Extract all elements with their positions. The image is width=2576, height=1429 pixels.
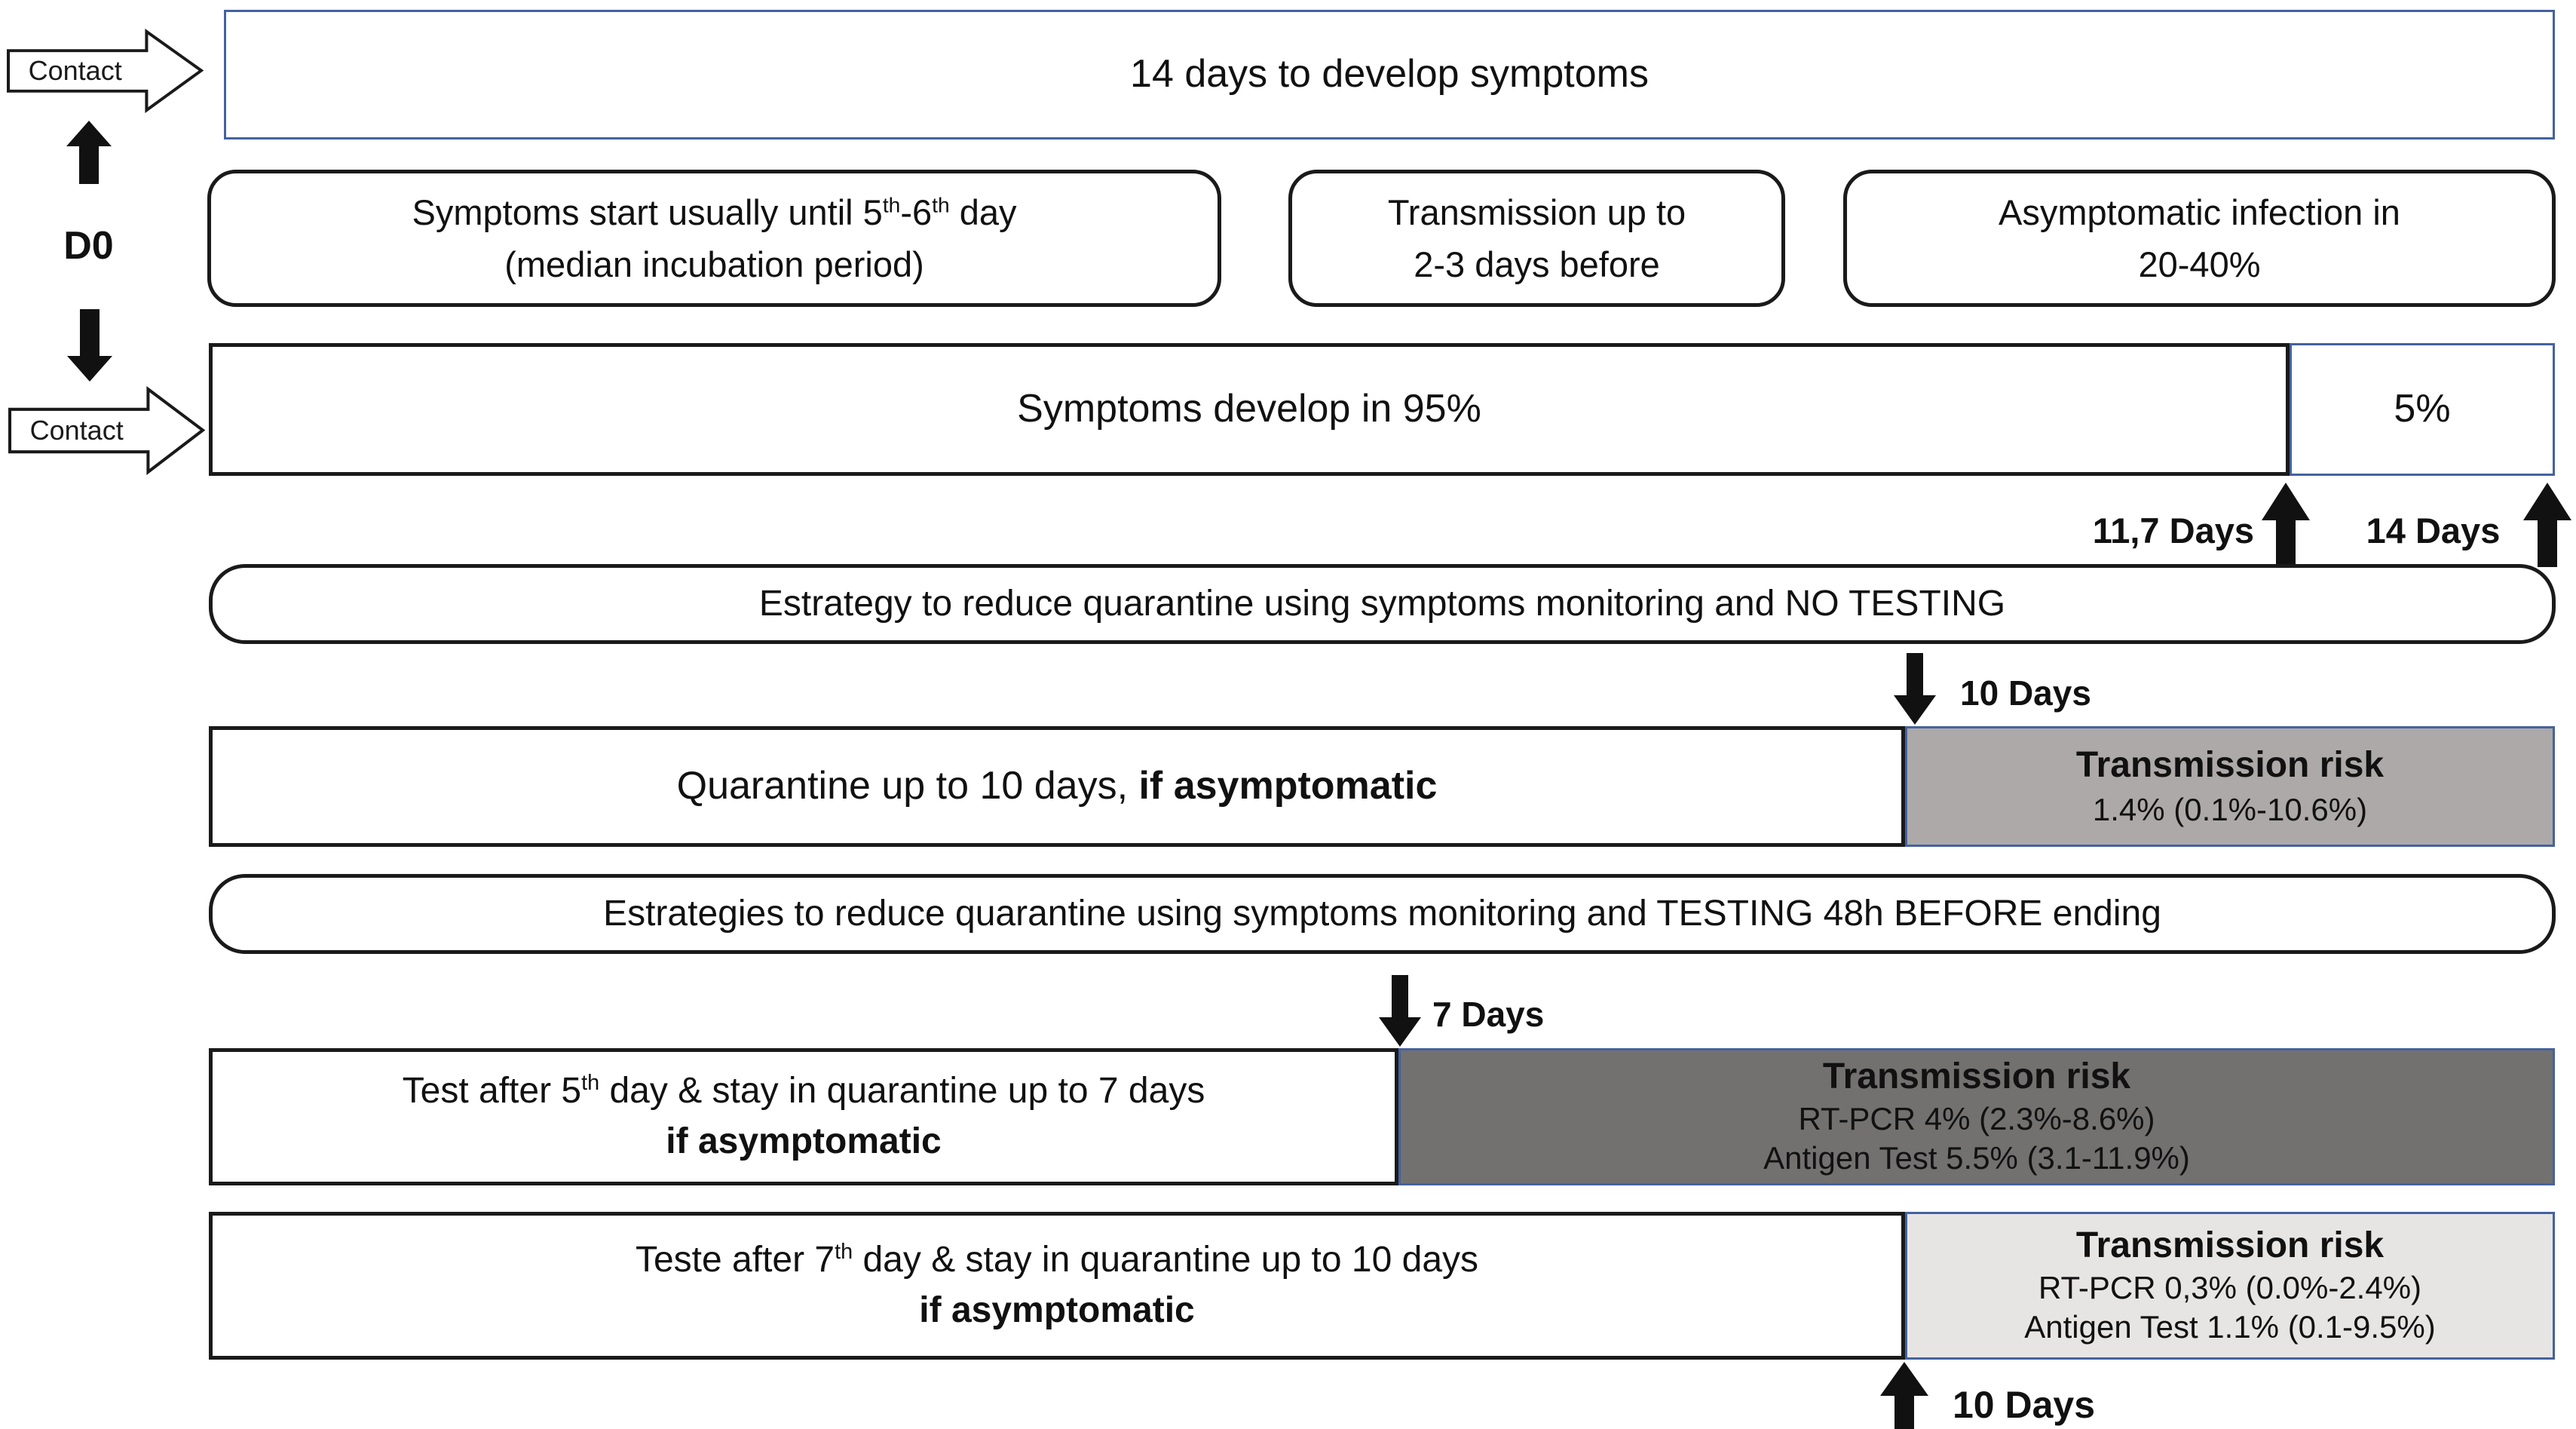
incubation-line2: (median incubation period) xyxy=(504,244,924,284)
strategy-no-testing-title-box: Estrategy to reduce quarantine using sym… xyxy=(209,564,2556,644)
risk-value-antigen: Antigen Test 5.5% (3.1-11.9%) xyxy=(1763,1140,2190,1176)
test-after-7th-line2: if asymptomatic xyxy=(919,1290,1195,1330)
contact-arrow-icon xyxy=(8,386,205,475)
five-percent-text: 5% xyxy=(2394,387,2451,431)
marker-10-days-top-label: 10 Days xyxy=(1960,673,2091,713)
risk-title: Transmission risk xyxy=(2075,744,2385,785)
d0-label: D0 xyxy=(63,224,114,268)
test-after-5th-day-box: Test after 5th day & stay in quarantine … xyxy=(209,1048,1398,1185)
arrow-up-icon xyxy=(1880,1362,1928,1429)
transmission-risk-box-no-testing: Transmission risk 1.4% (0.1%-10.6%) xyxy=(1905,726,2555,847)
marker-11-7-days-label: 11,7 Days xyxy=(2092,511,2254,550)
strategy-testing-title: Estrategies to reduce quarantine using s… xyxy=(603,893,2161,934)
quarantine-10-days-text: Quarantine up to 10 days, if asymptomati… xyxy=(676,764,1438,808)
arrow-down-icon xyxy=(1379,975,1421,1047)
contact-label-top: Contact xyxy=(28,54,122,86)
five-percent-box: 5% xyxy=(2290,343,2555,476)
arrow-up-icon xyxy=(66,121,112,184)
quarantine-10-days-box: Quarantine up to 10 days, if asymptomati… xyxy=(209,726,1905,847)
risk-value: 1.4% (0.1%-10.6%) xyxy=(2092,792,2368,828)
symptoms-develop-text: Symptoms develop in 95% xyxy=(1017,387,1481,431)
contact-arrow-icon xyxy=(7,29,204,113)
test-after-5th-line2: if asymptomatic xyxy=(666,1121,942,1161)
marker-14-days-label: 14 Days xyxy=(2366,511,2501,550)
transmission-risk-box-10-days: Transmission risk RT-PCR 0,3% (0.0%-2.4%… xyxy=(1905,1212,2555,1360)
arrow-up-icon xyxy=(2523,483,2571,567)
contact-label-bottom: Contact xyxy=(29,414,124,446)
asymptomatic-share-box: Asymptomatic infection in 20-40% xyxy=(1843,170,2556,307)
symptoms-develop-box: Symptoms develop in 95% xyxy=(209,343,2290,476)
risk-value-rtpcr: RT-PCR 0,3% (0.0%-2.4%) xyxy=(2038,1270,2422,1306)
transmission-risk-box-7-days: Transmission risk RT-PCR 4% (2.3%-8.6%) … xyxy=(1398,1048,2555,1185)
risk-title: Transmission risk xyxy=(1822,1056,2131,1097)
test-after-7th-line1: Teste after 7th day & stay in quarantine… xyxy=(635,1240,1479,1280)
contact-arrow-bottom: Contact xyxy=(8,386,205,475)
marker-10-days-bottom-label: 10 Days xyxy=(1953,1384,2096,1426)
arrow-down-icon xyxy=(67,309,112,382)
risk-value-antigen: Antigen Test 1.1% (0.1-9.5%) xyxy=(2024,1309,2436,1345)
fourteen-days-text: 14 days to develop symptoms xyxy=(1130,52,1649,97)
transmission-before-line2: 2-3 days before xyxy=(1414,244,1660,284)
incubation-line1: Symptoms start usually until 5th-6th day xyxy=(412,192,1017,232)
arrow-down-icon xyxy=(1894,653,1936,725)
test-after-5th-line1: Test after 5th day & stay in quarantine … xyxy=(402,1071,1205,1112)
marker-7-days-label: 7 Days xyxy=(1432,995,1545,1034)
risk-title: Transmission risk xyxy=(2075,1225,2385,1266)
transmission-before-line1: Transmission up to xyxy=(1387,192,1686,232)
arrow-up-icon xyxy=(2262,483,2310,567)
transmission-before-box: Transmission up to 2-3 days before xyxy=(1288,170,1785,307)
strategy-no-testing-title: Estrategy to reduce quarantine using sym… xyxy=(758,583,2006,624)
risk-value-rtpcr: RT-PCR 4% (2.3%-8.6%) xyxy=(1798,1101,2155,1137)
asymptomatic-share-line2: 20-40% xyxy=(2138,244,2261,284)
fourteen-days-box: 14 days to develop symptoms xyxy=(224,10,2555,140)
asymptomatic-share-line1: Asymptomatic infection in xyxy=(1999,192,2400,232)
contact-arrow-top: Contact xyxy=(6,29,204,113)
test-after-7th-day-box: Teste after 7th day & stay in quarantine… xyxy=(209,1212,1905,1360)
incubation-box: Symptoms start usually until 5th-6th day… xyxy=(207,170,1221,307)
strategy-testing-title-box: Estrategies to reduce quarantine using s… xyxy=(209,874,2556,954)
